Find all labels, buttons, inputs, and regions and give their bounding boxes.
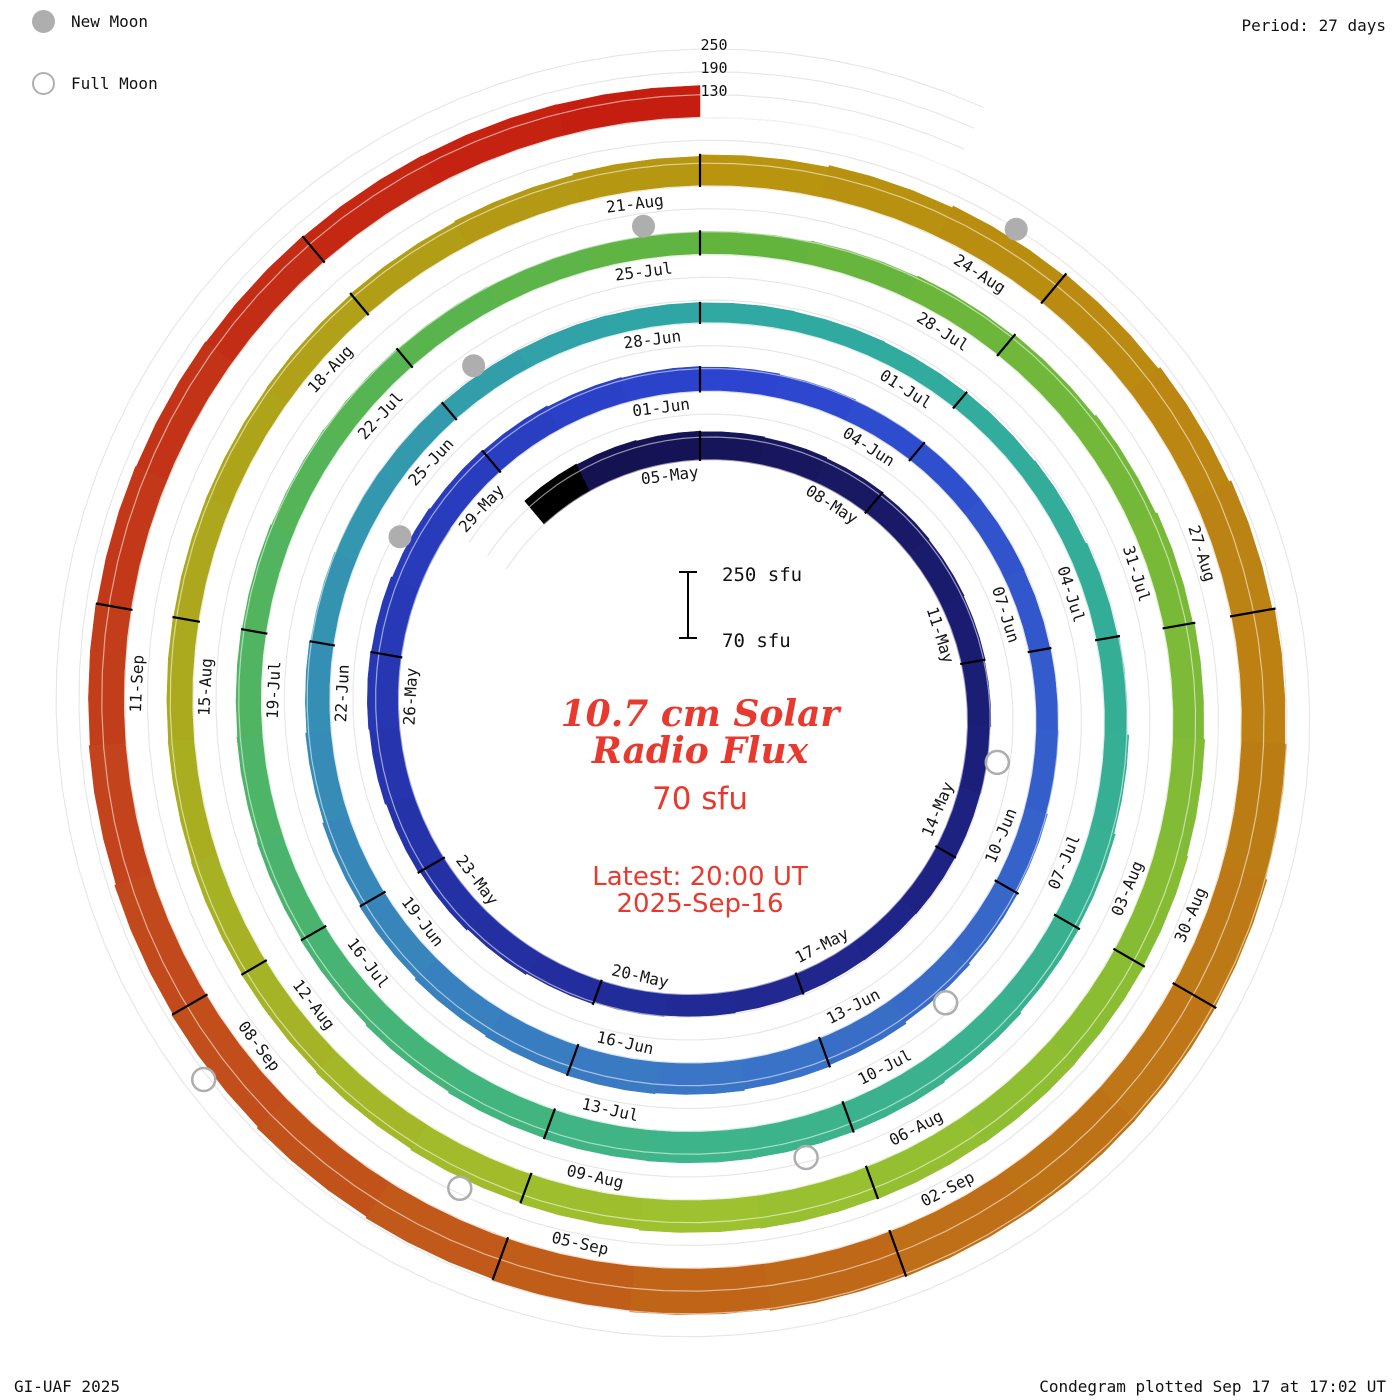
scale-max-label: 250 sfu (722, 564, 802, 586)
new-moon-legend: New Moon (32, 10, 148, 33)
full-moon-marker (190, 1066, 217, 1093)
flux-scale-bar: 250 sfu 70 sfu (679, 564, 802, 652)
credit-label: GI-UAF 2025 (14, 1377, 120, 1396)
spiral-layer: 05-May08-May11-May14-May17-May20-May23-M… (55, 48, 1311, 1338)
grid-value-labels: 250 190 130 (700, 36, 727, 100)
grid-label-130: 130 (700, 82, 727, 100)
latest-date-label: 2025-Sep-16 (616, 889, 783, 919)
scale-min-label: 70 sfu (722, 630, 791, 652)
date-label: 26-May (400, 667, 422, 726)
date-label: 11-Sep (126, 654, 148, 713)
date-label: 22-Jun (331, 664, 353, 723)
grid-label-250: 250 (700, 36, 727, 54)
new-moon-label: New Moon (71, 12, 149, 31)
date-label: 15-Aug (194, 658, 216, 717)
full-moon-marker (793, 1144, 819, 1171)
date-label: 19-Jul (263, 661, 285, 720)
center-text-block: 10.7 cm Solar Radio Flux 70 sfu Latest: … (561, 693, 843, 919)
current-flux-value: 70 sfu (652, 781, 748, 817)
new-moon-marker (462, 354, 486, 378)
new-moon-marker (632, 214, 655, 238)
full-moon-marker (932, 990, 959, 1016)
full-moon-legend: Full Moon (32, 72, 158, 95)
new-moon-marker (388, 525, 412, 549)
plotted-note: Condegram plotted Sep 17 at 17:02 UT (1039, 1377, 1386, 1396)
grid-label-190: 190 (700, 59, 727, 77)
new-moon-icon (32, 10, 55, 33)
latest-time-label: Latest: 20:00 UT (592, 862, 808, 892)
chart-title-line2: Radio Flux (591, 730, 809, 772)
full-moon-icon (32, 72, 55, 95)
full-moon-marker (984, 749, 1011, 776)
full-moon-marker (447, 1175, 473, 1202)
period-label: Period: 27 days (1241, 16, 1387, 35)
new-moon-marker (1004, 217, 1028, 241)
full-moon-label: Full Moon (71, 74, 158, 93)
chart-title-line1: 10.7 cm Solar (561, 693, 843, 735)
